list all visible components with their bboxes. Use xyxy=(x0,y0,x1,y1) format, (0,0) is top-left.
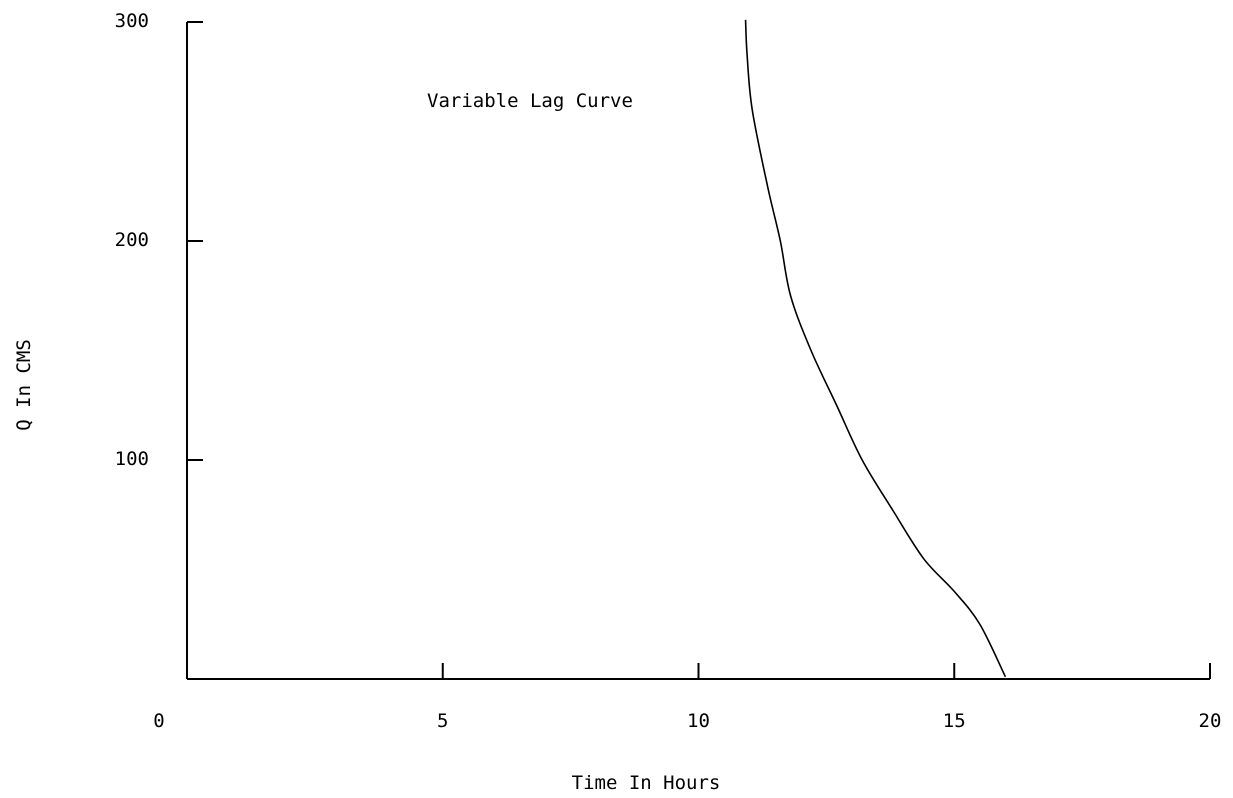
x-axis-ticks: 0 5 10 15 20 xyxy=(153,663,1221,732)
y-axis-ticks: 100 200 300 xyxy=(115,10,203,470)
x-tick-label: 20 xyxy=(1199,710,1222,732)
y-tick-label: 100 xyxy=(115,448,149,470)
x-tick-label: 15 xyxy=(943,710,966,732)
variable-lag-curve-line xyxy=(744,19,1007,678)
chart-title: Variable Lag Curve xyxy=(427,90,633,112)
y-tick-label: 200 xyxy=(115,229,149,251)
y-axis-label: Q In CMS xyxy=(13,339,35,431)
y-tick-label: 300 xyxy=(115,10,149,32)
x-axis-label: Time In Hours xyxy=(572,772,721,794)
x-tick-label: 0 xyxy=(153,710,164,732)
x-tick-label: 10 xyxy=(687,710,710,732)
series-layer xyxy=(744,19,1007,678)
x-tick-label: 5 xyxy=(437,710,448,732)
